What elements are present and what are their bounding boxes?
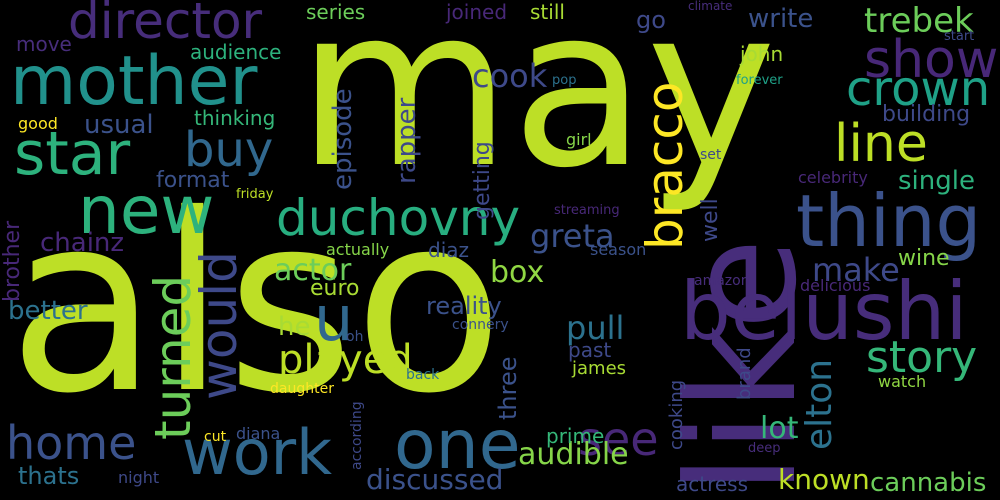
word-new: new bbox=[78, 172, 215, 249]
word-elton: elton bbox=[799, 358, 840, 450]
word-story: story bbox=[866, 332, 978, 383]
word-duchovny: duchovny bbox=[276, 189, 521, 247]
word-still: still bbox=[530, 0, 565, 24]
word-lot: lot bbox=[760, 411, 799, 446]
word-thats: thats bbox=[18, 462, 80, 490]
word-one: one bbox=[394, 406, 521, 485]
word-night: night bbox=[118, 468, 160, 487]
word-played: played bbox=[278, 337, 413, 383]
word-according: according bbox=[349, 401, 365, 470]
word-cannabis: cannabis bbox=[870, 468, 987, 498]
word-deep: deep bbox=[748, 441, 781, 456]
word-actress: actress bbox=[676, 472, 749, 496]
word-thinking: thinking bbox=[194, 106, 276, 130]
word-daughter: daughter bbox=[270, 381, 334, 397]
word-brand: brand bbox=[734, 347, 755, 400]
word-season: season bbox=[590, 240, 647, 259]
word-prime: prime bbox=[546, 424, 605, 448]
word-known: known bbox=[778, 463, 870, 496]
word-buy: buy bbox=[184, 122, 274, 178]
word-actually: actually bbox=[326, 240, 390, 259]
word-friday: friday bbox=[236, 187, 274, 202]
word-turned: turned bbox=[144, 274, 202, 440]
word-discussed: discussed bbox=[366, 463, 504, 496]
word-chainz: chainz bbox=[40, 228, 125, 258]
word-greta: greta bbox=[530, 217, 615, 255]
word-john: john bbox=[740, 42, 784, 66]
word-climate: climate bbox=[688, 0, 733, 13]
word-diaz: diaz bbox=[428, 238, 470, 262]
word-brother: brother bbox=[0, 220, 25, 302]
word-well: well bbox=[698, 198, 723, 242]
word-back: back bbox=[406, 367, 440, 383]
word-diana: diana bbox=[236, 424, 281, 443]
word-format: format bbox=[156, 168, 230, 193]
word-celebrity: celebrity bbox=[798, 168, 868, 187]
word-go: go bbox=[636, 6, 666, 34]
word-better: better bbox=[8, 296, 88, 326]
word-cook: cook bbox=[472, 57, 548, 95]
word-cooking: cooking bbox=[666, 379, 687, 450]
word-trebek: trebek bbox=[864, 1, 974, 41]
word-episode: episode bbox=[328, 88, 358, 190]
word-director: director bbox=[68, 0, 263, 50]
word-bracco: bracco bbox=[636, 81, 694, 250]
word-set: set bbox=[700, 147, 722, 163]
word-pop: pop bbox=[552, 73, 577, 88]
word-see: see bbox=[578, 412, 659, 466]
word-past: past bbox=[568, 338, 612, 362]
word-getting: getting bbox=[470, 141, 495, 220]
word-cut: cut bbox=[204, 429, 227, 445]
word-u: u bbox=[314, 282, 354, 355]
word-delicious: delicious bbox=[800, 276, 871, 295]
word-joined: joined bbox=[446, 0, 508, 24]
word-box: box bbox=[490, 255, 545, 290]
word-forever: forever bbox=[736, 73, 783, 88]
word-rapper: rapper bbox=[392, 97, 422, 184]
word-thing: thing bbox=[796, 179, 982, 263]
word-euro: euro bbox=[310, 276, 360, 301]
word-he: he bbox=[278, 312, 311, 342]
word-series: series bbox=[306, 0, 366, 24]
word-good: good bbox=[18, 114, 58, 133]
word-make: make bbox=[812, 251, 900, 289]
word-three: three bbox=[494, 356, 522, 421]
word-building: building bbox=[882, 102, 971, 127]
word-connery: connery bbox=[452, 317, 509, 333]
word-line: line bbox=[834, 114, 928, 174]
word-write: write bbox=[748, 4, 814, 34]
word-watch: watch bbox=[878, 372, 927, 391]
word-wine: wine bbox=[898, 246, 950, 271]
word-show: show bbox=[864, 30, 999, 90]
word-start: start bbox=[944, 29, 975, 44]
word-crown: crown bbox=[846, 61, 991, 117]
word-reality: reality bbox=[426, 292, 502, 320]
word-girl: girl bbox=[566, 130, 592, 149]
word-also: also bbox=[8, 162, 504, 447]
word-oh: oh bbox=[346, 329, 364, 345]
word-move: move bbox=[16, 32, 72, 56]
word-actor: actor bbox=[274, 253, 352, 288]
word-pull: pull bbox=[566, 309, 625, 347]
word-audience: audience bbox=[190, 40, 282, 64]
word-amazon: amazon bbox=[694, 273, 750, 289]
word-star: star bbox=[14, 119, 131, 189]
word-audible: audible bbox=[518, 437, 629, 472]
word-mother: mother bbox=[10, 42, 258, 121]
word-usual: usual bbox=[84, 110, 154, 140]
word-home: home bbox=[6, 416, 137, 470]
word-single: single bbox=[898, 166, 975, 196]
word-streaming: streaming bbox=[554, 203, 620, 218]
word-may: may bbox=[297, 0, 777, 216]
word-james: james bbox=[572, 358, 627, 379]
word-work: work bbox=[182, 416, 333, 489]
word-belushi: belushi bbox=[680, 265, 968, 358]
